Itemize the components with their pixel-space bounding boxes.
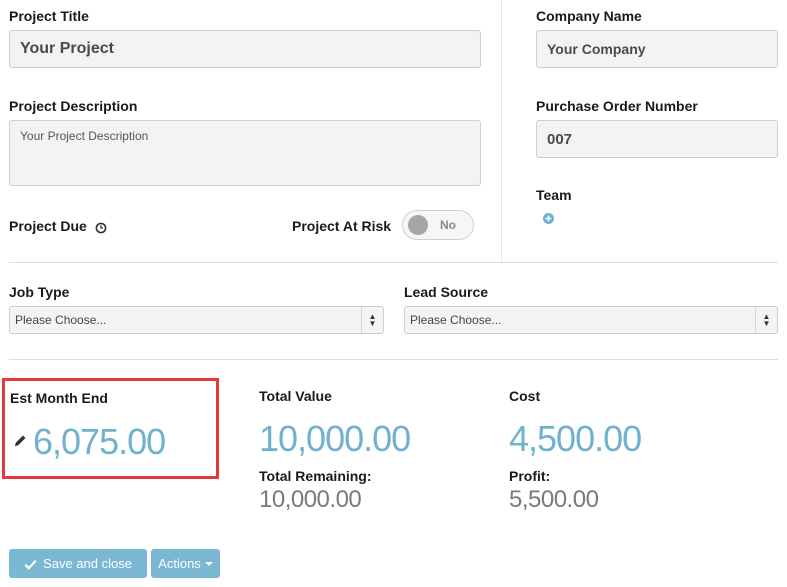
project-at-risk-toggle[interactable]: No bbox=[402, 210, 474, 240]
cost-value: 4,500.00 bbox=[509, 418, 642, 459]
column-divider bbox=[501, 0, 502, 262]
job-type-label: Job Type bbox=[9, 284, 70, 300]
save-and-close-button[interactable]: Save and close bbox=[9, 549, 147, 578]
project-description-label: Project Description bbox=[9, 98, 138, 114]
highlight-box bbox=[2, 378, 219, 479]
actions-label: Actions bbox=[158, 556, 201, 571]
lead-source-select[interactable]: Please Choose... ▲ ▼ bbox=[404, 306, 778, 334]
po-number-input[interactable]: 007 bbox=[536, 120, 778, 158]
project-description-textarea[interactable]: Your Project Description bbox=[9, 120, 481, 186]
toggle-knob bbox=[408, 215, 428, 235]
total-value: 10,000.00 bbox=[259, 418, 411, 459]
section-divider-1 bbox=[9, 262, 778, 263]
cost-label: Cost bbox=[509, 388, 541, 404]
po-number-label: Purchase Order Number bbox=[536, 98, 698, 114]
job-type-select[interactable]: Please Choose... ▲ ▼ bbox=[9, 306, 384, 334]
pencil-icon[interactable] bbox=[14, 434, 27, 447]
profit-label: Profit: bbox=[509, 468, 551, 484]
section-divider-2 bbox=[9, 359, 778, 360]
checkmark-icon bbox=[24, 558, 37, 570]
project-at-risk-label: Project At Risk bbox=[292, 218, 392, 234]
actions-dropdown-button[interactable]: Actions bbox=[151, 549, 220, 578]
clock-icon[interactable] bbox=[95, 221, 107, 234]
team-label: Team bbox=[536, 187, 572, 203]
project-title-label: Project Title bbox=[9, 8, 89, 24]
project-due-label: Project Due bbox=[9, 218, 87, 234]
select-arrows-icon: ▲ ▼ bbox=[755, 307, 777, 333]
total-remaining-value: 10,000.00 bbox=[259, 486, 362, 513]
select-arrows-icon: ▲ ▼ bbox=[361, 307, 383, 333]
save-and-close-label: Save and close bbox=[43, 556, 132, 571]
profit-value: 5,500.00 bbox=[509, 486, 599, 513]
total-value-label: Total Value bbox=[259, 388, 332, 404]
project-title-input[interactable]: Your Project bbox=[9, 30, 481, 68]
lead-source-label: Lead Source bbox=[404, 284, 489, 300]
total-remaining-label: Total Remaining: bbox=[259, 468, 372, 484]
company-name-input[interactable]: Your Company bbox=[536, 30, 778, 68]
company-name-label: Company Name bbox=[536, 8, 642, 24]
toggle-state-label: No bbox=[440, 218, 456, 232]
est-month-end-value[interactable]: 6,075.00 bbox=[33, 421, 166, 462]
job-type-selected-value: Please Choose... bbox=[15, 313, 107, 327]
add-team-member-icon[interactable] bbox=[543, 211, 554, 224]
caret-down-icon bbox=[204, 561, 213, 566]
lead-source-selected-value: Please Choose... bbox=[410, 313, 502, 327]
est-month-end-label: Est Month End bbox=[10, 390, 108, 406]
